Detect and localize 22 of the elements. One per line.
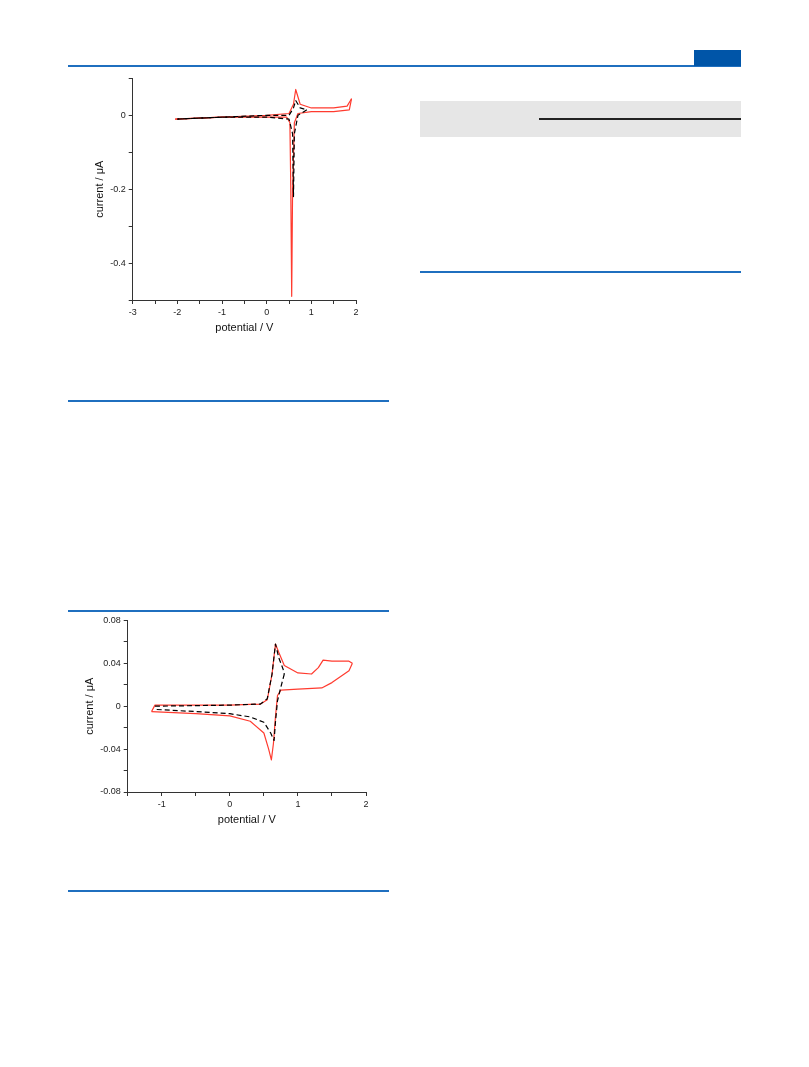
x-tick-label: 0 [227, 798, 233, 809]
y-tick-label: -0.4 [110, 257, 126, 268]
y-tick-label: 0 [115, 700, 121, 711]
x-tick-label: 2 [353, 306, 359, 317]
x-tick-label: -1 [157, 798, 166, 809]
x-tick-label: 1 [295, 798, 301, 809]
y-tick-label: 0.04 [103, 657, 121, 668]
y-tick-label: 0 [120, 109, 126, 120]
y-tick-label: -0.08 [100, 786, 121, 797]
x-axis-title: potential / V [215, 321, 275, 334]
x-axis-title: potential / V [217, 813, 277, 826]
x-tick-label: -2 [173, 306, 182, 317]
x-tick-label: -3 [128, 306, 137, 317]
y-axis-title: current / μA [92, 160, 105, 218]
x-tick-label: 1 [308, 306, 314, 317]
x-tick-label: 2 [363, 798, 369, 809]
x-tick-label: -1 [218, 306, 227, 317]
y-tick-label: -0.04 [100, 743, 121, 754]
y-tick-label: 0.08 [103, 614, 121, 625]
y-tick-label: -0.2 [110, 183, 126, 194]
y-axis-title: current / μA [82, 677, 95, 735]
x-tick-label: 0 [264, 306, 270, 317]
